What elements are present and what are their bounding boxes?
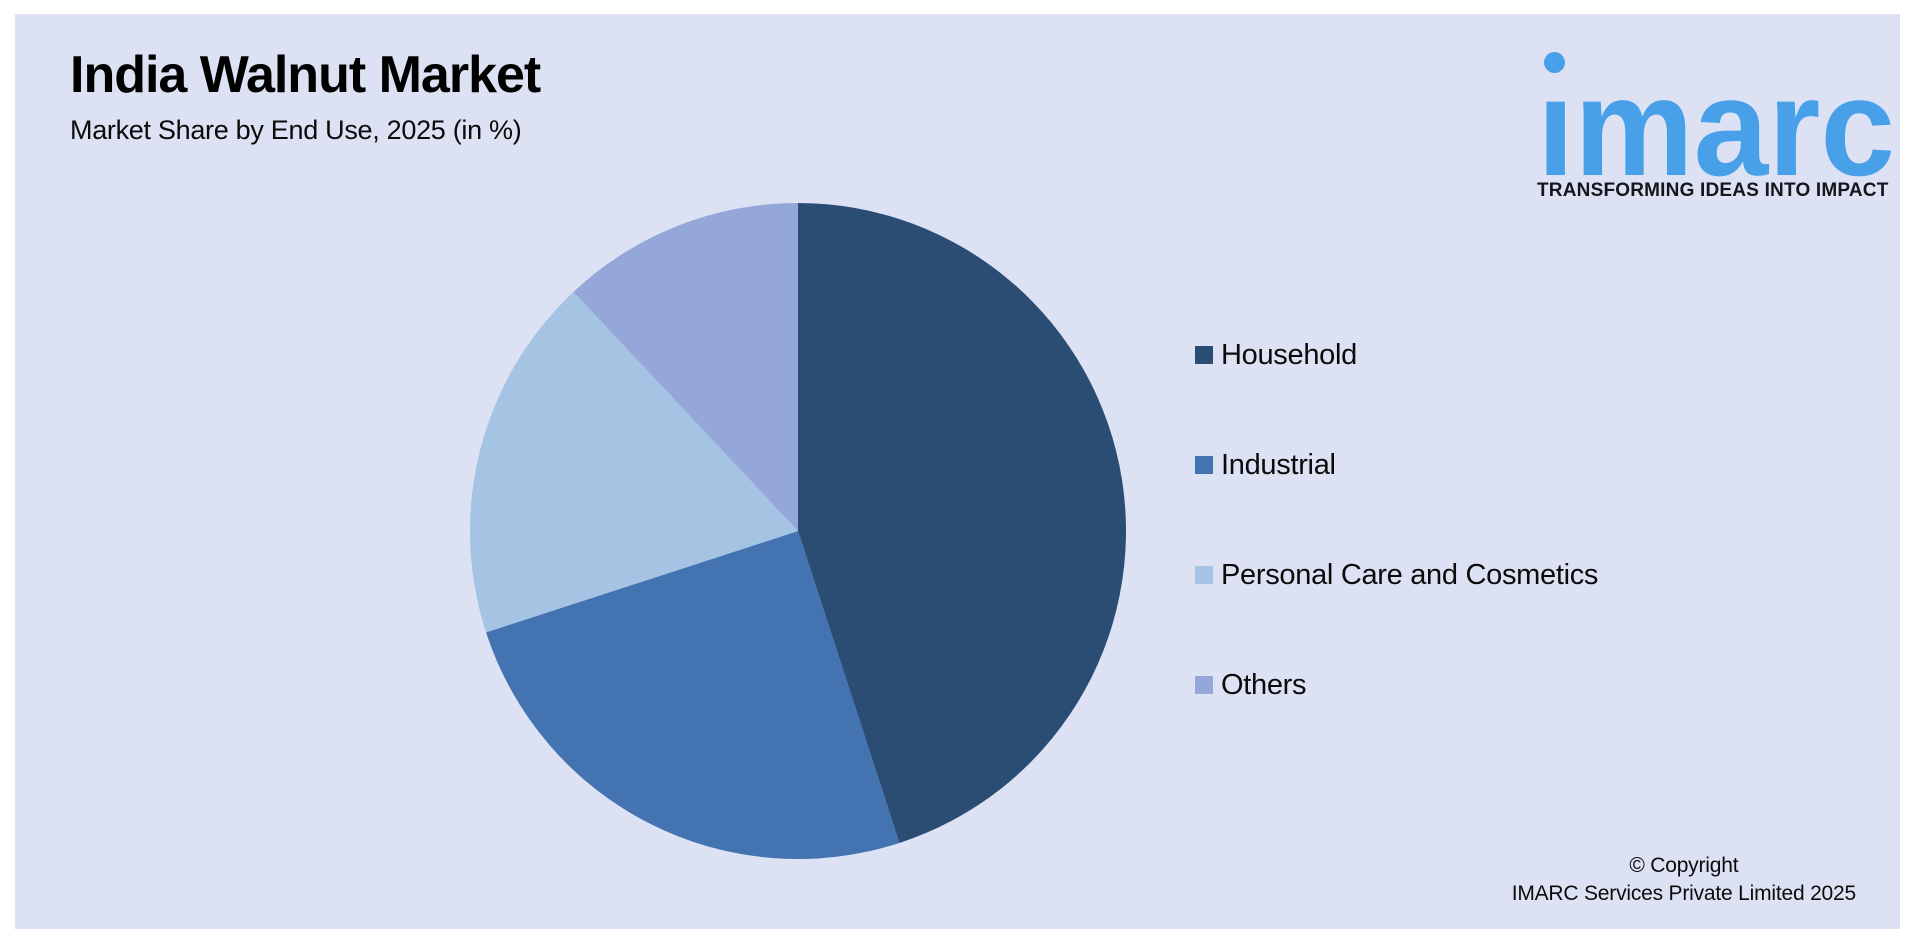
legend-item-household: Household [1195, 340, 1598, 370]
legend-item-others: Others [1195, 670, 1598, 700]
imarc-logo: ımarc TRANSFORMING IDEAS INTO IMPACT [1535, 50, 1897, 205]
copyright-line1: © Copyright [1629, 854, 1739, 877]
legend-swatch-icon [1195, 566, 1213, 584]
legend-swatch-icon [1195, 346, 1213, 364]
logo-wordmark-text: ımarc [1537, 50, 1895, 205]
pie-slice-industrial [486, 531, 900, 859]
logo-tagline: TRANSFORMING IDEAS INTO IMPACT [1537, 180, 1889, 201]
legend-label: Personal Care and Cosmetics [1221, 559, 1599, 591]
copyright-notice: © Copyright IMARC Services Private Limit… [1511, 852, 1857, 908]
pie-slice-personal-care-and-cosmetics [470, 291, 798, 633]
copyright-line2: IMARC Services Private Limited 2025 [1511, 882, 1857, 905]
legend-label: Household [1221, 339, 1357, 371]
legend-swatch-icon [1195, 456, 1213, 474]
logo-dot-icon [1544, 52, 1565, 73]
chart-card: India Walnut Market Market Share by End … [15, 14, 1900, 929]
legend-item-personal-care-and-cosmetics: Personal Care and Cosmetics [1195, 560, 1598, 590]
pie-slice-household [798, 203, 1126, 843]
legend-item-industrial: Industrial [1195, 450, 1598, 480]
legend-label: Others [1221, 669, 1307, 701]
legend: Household Industrial Personal Care and Cos… [1195, 340, 1598, 700]
legend-swatch-icon [1195, 676, 1213, 694]
chart-subtitle: Market Share by End Use, 2025 (in %) [70, 115, 522, 145]
pie-chart [470, 203, 1126, 859]
chart-title: India Walnut Market [70, 46, 541, 104]
legend-label: Industrial [1221, 449, 1336, 481]
pie-slice-others [573, 203, 798, 531]
logo-wordmark-graphic: ımarc [1537, 50, 1895, 205]
